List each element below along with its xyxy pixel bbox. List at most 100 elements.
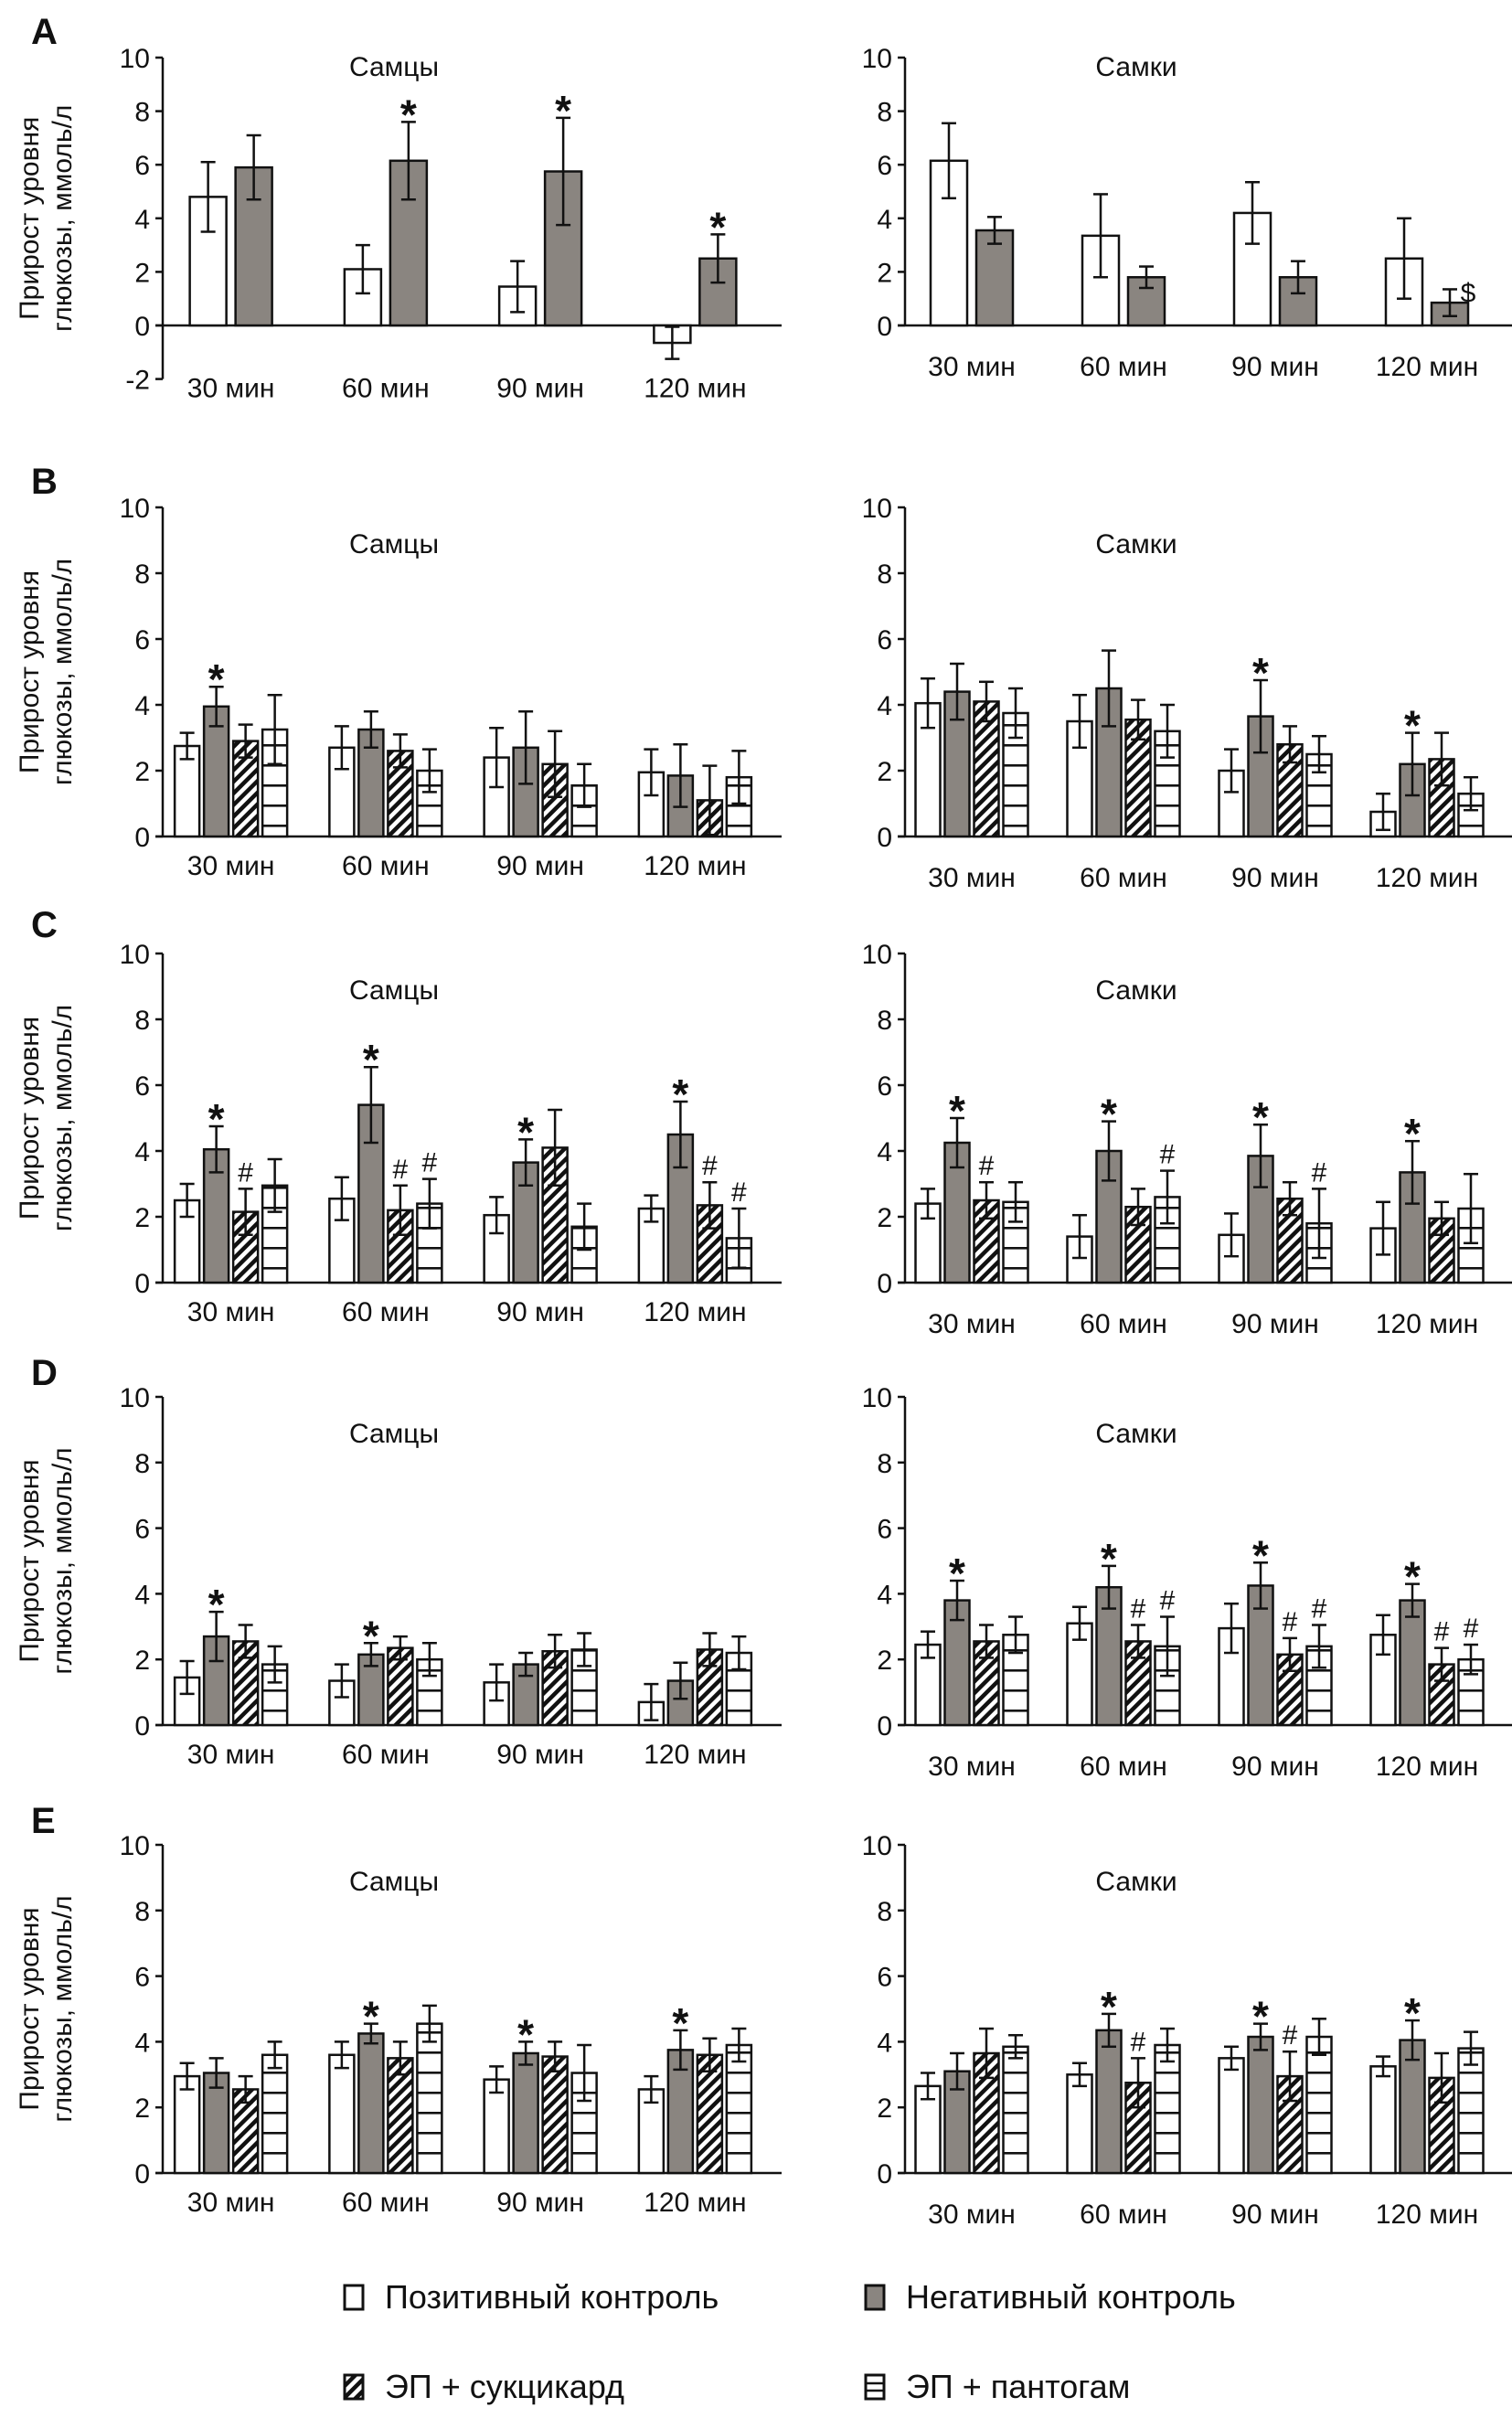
- y-tick-label: 8: [877, 1449, 892, 1479]
- y-tick-label: 10: [862, 1831, 892, 1861]
- y-tick-label: 10: [862, 44, 892, 74]
- bar-ep-pantogam: [1457, 2047, 1485, 2175]
- y-tick-label: 2: [877, 1203, 892, 1233]
- y-axis-label: Прирост уровня: [15, 1459, 45, 1662]
- y-tick-label: 4: [134, 691, 150, 721]
- panel-subtitle: Самки: [1095, 975, 1177, 1006]
- panel-B-females: Самки 0 2 4 6 8 10 30 мин 60 мин * 90 мин * 120 мин: [862, 494, 1512, 893]
- x-tick-label: 90 мин: [1231, 352, 1319, 382]
- significance-asterisk: *: [709, 203, 726, 250]
- bar-negative-control: [1247, 2035, 1274, 2175]
- y-tick-label: 8: [134, 1897, 150, 1927]
- legend-item-ep-succicard: ЭП + сукцикард: [343, 2368, 624, 2406]
- bar-positive-control: [483, 2078, 510, 2175]
- panel-A-males: A Самцы Прирост уровня глюкозы, ммоль/л -2 0 2…: [15, 12, 782, 404]
- y-tick-label: 10: [862, 1383, 892, 1413]
- bar-negative-control: [512, 2051, 539, 2175]
- significance-asterisk: *: [672, 1071, 688, 1118]
- legend-label: ЭП + сукцикард: [385, 2368, 625, 2405]
- panel-A-females: Самки 0 2 4 6 8 10 30 мин 60 мин 90 мин $120 мин: [862, 44, 1512, 382]
- x-tick-label: 90 мин: [496, 851, 584, 881]
- y-tick-label: 0: [134, 312, 150, 342]
- x-tick-label: 60 мин: [342, 1297, 430, 1327]
- significance-asterisk: *: [1252, 1531, 1269, 1579]
- y-tick-label: 0: [877, 312, 892, 342]
- y-tick-label: 6: [877, 1515, 892, 1545]
- x-tick-label: 60 мин: [1080, 1752, 1167, 1782]
- bar-ep-pantogam: [261, 2053, 289, 2175]
- panel-subtitle: Самки: [1095, 529, 1177, 559]
- x-tick-label: 60 мин: [342, 2188, 430, 2218]
- significance-hash: #: [1283, 2020, 1298, 2051]
- panel-subtitle: Самцы: [349, 52, 439, 82]
- significance-asterisk: *: [555, 87, 571, 134]
- y-tick-label: 6: [877, 1963, 892, 1993]
- x-tick-label: 90 мин: [496, 2188, 584, 2218]
- y-tick-label: 0: [134, 2159, 150, 2189]
- y-axis-label: глюкозы, ммоль/л: [48, 105, 78, 332]
- significance-dollar: $: [1461, 278, 1476, 308]
- bar-positive-control: [914, 2084, 942, 2175]
- bar-ep-pantogam: [1457, 792, 1485, 838]
- bar-negative-control: [943, 1599, 971, 1727]
- significance-hash: #: [1160, 1140, 1176, 1170]
- significance-asterisk: *: [1404, 1110, 1421, 1157]
- y-tick-label: 0: [877, 823, 892, 853]
- y-tick-label: 8: [877, 559, 892, 590]
- y-axis-label: глюкозы, ммоль/л: [48, 1895, 78, 2122]
- y-tick-label: 6: [134, 151, 150, 181]
- bar-ep-succicard: [387, 2057, 414, 2175]
- y-tick-label: 6: [134, 1071, 150, 1102]
- x-tick-label: 90 мин: [1231, 863, 1319, 893]
- panel-subtitle: Самки: [1095, 52, 1177, 82]
- bar-negative-control: [357, 2032, 385, 2175]
- bar-ep-succicard: [696, 2053, 724, 2175]
- y-tick-label: 0: [134, 823, 150, 853]
- panel-subtitle: Самцы: [349, 529, 439, 559]
- y-tick-label: 10: [862, 494, 892, 524]
- y-tick-label: 0: [877, 2159, 892, 2189]
- y-axis-label: глюкозы, ммоль/л: [48, 1447, 78, 1674]
- panel-subtitle: Самцы: [349, 1867, 439, 1897]
- x-tick-label: 60 мин: [1080, 352, 1167, 382]
- x-tick-label: 60 мин: [342, 374, 430, 404]
- legend-item-positive-control: Позитивный контроль: [343, 2278, 719, 2317]
- y-axis-label: Прирост уровня: [15, 1907, 45, 2110]
- y-tick-label: 2: [877, 258, 892, 288]
- legend-swatch-horizontal-lines-icon: [864, 2373, 886, 2401]
- y-tick-label: 6: [134, 625, 150, 655]
- y-tick-label: 4: [877, 1580, 892, 1610]
- x-tick-label: 60 мин: [342, 1740, 430, 1770]
- x-tick-label: 60 мин: [1080, 1309, 1167, 1339]
- bar-negative-control: [1399, 2039, 1426, 2175]
- y-tick-label: 0: [877, 1269, 892, 1299]
- legend-label: ЭП + пантогам: [906, 2368, 1131, 2405]
- bar-positive-control: [1369, 2065, 1397, 2175]
- x-tick-label: 90 мин: [496, 374, 584, 404]
- x-tick-label: 30 мин: [187, 2188, 275, 2218]
- significance-asterisk: *: [517, 1108, 534, 1156]
- significance-hash: #: [238, 1157, 253, 1188]
- x-tick-label: 60 мин: [1080, 2200, 1167, 2230]
- significance-asterisk: *: [1404, 702, 1421, 750]
- significance-hash: #: [1312, 1157, 1327, 1188]
- y-tick-label: 2: [134, 1203, 150, 1233]
- panel-E-females: Самки 0 2 4 6 8 10 30 мин * #60 мин * #90 мин * 120 м…: [862, 1831, 1512, 2230]
- significance-hash: #: [422, 1148, 438, 1178]
- x-tick-label: 120 мин: [1376, 1752, 1478, 1782]
- y-axis-label: глюкозы, ммоль/л: [48, 1005, 78, 1231]
- y-tick-label: 4: [134, 2028, 150, 2058]
- significance-hash: #: [1312, 1594, 1327, 1625]
- legend-item-negative-control: Негативный контроль: [864, 2278, 1236, 2317]
- x-tick-label: 120 мин: [1376, 863, 1478, 893]
- panel-letter: B: [31, 462, 58, 502]
- y-tick-label: 0: [877, 1711, 892, 1742]
- bar-negative-control: [202, 705, 230, 838]
- y-tick-label: 10: [120, 1831, 150, 1861]
- legend-item-ep-pantogam: ЭП + пантогам: [864, 2368, 1130, 2406]
- legend-label: Негативный контроль: [906, 2278, 1236, 2316]
- significance-hash: #: [1160, 1586, 1176, 1616]
- significance-asterisk: *: [517, 2010, 534, 2058]
- panel-letter: A: [31, 12, 58, 52]
- y-tick-label: 6: [134, 1963, 150, 1993]
